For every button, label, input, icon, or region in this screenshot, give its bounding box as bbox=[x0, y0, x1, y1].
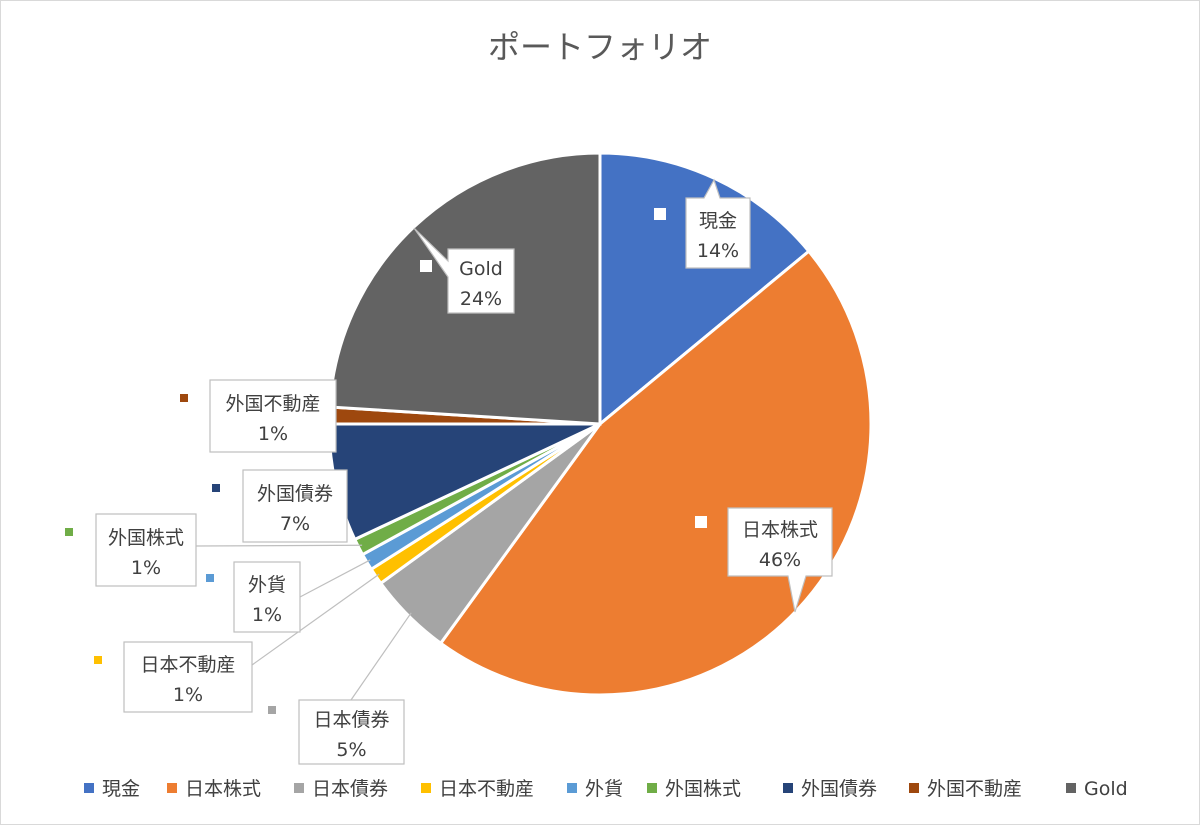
legend-label: 外貨 bbox=[585, 778, 623, 800]
label-marker bbox=[268, 706, 276, 714]
legend-swatch bbox=[647, 783, 657, 793]
data-label-percent: 1% bbox=[131, 557, 161, 579]
data-label-3: 日本不動産 1% bbox=[94, 641, 253, 713]
legend-item-2: 日本債券 bbox=[294, 778, 388, 800]
data-label-percent: 46% bbox=[759, 549, 801, 571]
data-label-box bbox=[298, 699, 405, 765]
data-label-box bbox=[123, 641, 253, 713]
label-marker bbox=[206, 574, 214, 582]
legend-label: 外国不動産 bbox=[927, 778, 1022, 800]
data-label-8: Gold 24% bbox=[413, 227, 515, 314]
legend-item-3: 日本不動産 bbox=[421, 778, 534, 800]
data-label-0: 現金 14% bbox=[654, 178, 751, 269]
data-label-percent: 14% bbox=[697, 240, 739, 262]
chart-title: ポートフォリオ bbox=[488, 28, 712, 66]
data-label-category: 外貨 bbox=[248, 574, 286, 596]
data-label-box bbox=[242, 469, 348, 543]
label-marker bbox=[94, 656, 102, 664]
legend-item-0: 現金 bbox=[84, 778, 140, 800]
label-marker-outline bbox=[695, 516, 707, 528]
leader-line-3 bbox=[251, 573, 380, 666]
data-label-category: 現金 bbox=[699, 210, 737, 232]
label-marker bbox=[65, 528, 73, 536]
label-marker-outline bbox=[654, 208, 666, 220]
data-label-category: 日本債券 bbox=[313, 709, 389, 731]
legend-label: Gold bbox=[1084, 778, 1128, 800]
data-label-category: 外国債券 bbox=[257, 483, 333, 505]
legend-swatch bbox=[294, 783, 304, 793]
legend-label: 外国株式 bbox=[665, 778, 741, 800]
data-labels: 現金 14% 日本株式 46% 日本債券 5% 日本不動産 1% 外貨 1% 外国株式 1% 外国債券 7… bbox=[65, 178, 833, 765]
legend-item-5: 外国株式 bbox=[647, 778, 741, 800]
data-label-category: 日本株式 bbox=[742, 519, 818, 541]
data-label-box bbox=[95, 513, 197, 587]
label-marker bbox=[696, 517, 706, 527]
data-label-7: 外国不動産 1% bbox=[180, 379, 337, 453]
legend-item-7: 外国不動産 bbox=[909, 778, 1022, 800]
legend: 現金 日本株式 日本債券 日本不動産 外貨 外国株式 外国債券 外国不動産 Gold bbox=[84, 778, 1128, 800]
pie-slice-1 bbox=[438, 249, 873, 697]
data-label-4: 外貨 1% bbox=[206, 561, 301, 633]
pie-slice-0 bbox=[598, 151, 811, 428]
data-label-box bbox=[727, 507, 833, 613]
legend-swatch bbox=[167, 783, 177, 793]
label-marker bbox=[180, 394, 188, 402]
legend-label: 現金 bbox=[102, 778, 140, 800]
legend-swatch bbox=[909, 783, 919, 793]
legend-swatch bbox=[84, 783, 94, 793]
data-label-percent: 1% bbox=[252, 604, 282, 626]
data-label-percent: 1% bbox=[258, 423, 288, 445]
label-marker bbox=[212, 484, 220, 492]
legend-swatch bbox=[567, 783, 577, 793]
data-label-percent: 7% bbox=[280, 513, 310, 535]
data-label-6: 外国債券 7% bbox=[212, 469, 348, 543]
data-label-percent: 5% bbox=[336, 739, 366, 761]
legend-label: 外国債券 bbox=[801, 778, 877, 800]
leader-line-5 bbox=[195, 544, 363, 547]
data-label-box bbox=[233, 561, 301, 633]
data-label-box bbox=[209, 379, 337, 453]
legend-item-8: Gold bbox=[1066, 778, 1128, 800]
legend-item-4: 外貨 bbox=[567, 778, 623, 800]
data-label-box bbox=[413, 227, 515, 314]
legend-label: 日本株式 bbox=[185, 778, 261, 800]
leader-line-4 bbox=[299, 559, 371, 598]
legend-item-1: 日本株式 bbox=[167, 778, 261, 800]
data-label-1: 日本株式 46% bbox=[695, 507, 833, 613]
legend-swatch bbox=[1066, 783, 1076, 793]
label-marker-outline bbox=[420, 260, 432, 272]
label-marker bbox=[421, 261, 431, 271]
data-label-2: 日本債券 5% bbox=[268, 699, 405, 765]
label-marker bbox=[655, 209, 665, 219]
data-label-box bbox=[685, 178, 751, 269]
data-label-percent: 1% bbox=[173, 684, 203, 706]
legend-swatch bbox=[783, 783, 793, 793]
legend-label: 日本債券 bbox=[312, 778, 388, 800]
data-label-category: Gold bbox=[459, 258, 503, 280]
leader-line-2 bbox=[350, 612, 412, 701]
legend-swatch bbox=[421, 783, 431, 793]
data-label-category: 外国株式 bbox=[108, 527, 184, 549]
data-label-5: 外国株式 1% bbox=[65, 513, 197, 587]
data-label-category: 日本不動産 bbox=[140, 654, 235, 676]
legend-label: 日本不動産 bbox=[439, 778, 534, 800]
data-label-percent: 24% bbox=[460, 288, 502, 310]
data-label-category: 外国不動産 bbox=[225, 393, 320, 415]
legend-item-6: 外国債券 bbox=[783, 778, 877, 800]
